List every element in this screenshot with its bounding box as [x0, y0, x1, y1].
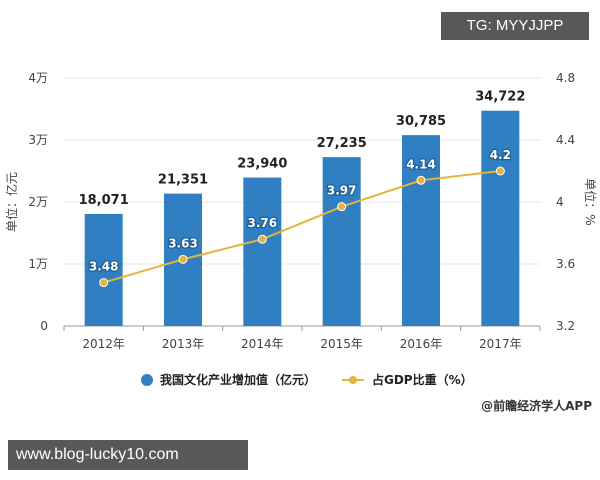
y-axis-label: 单位：亿元 [4, 172, 19, 232]
line-series: 3.48 3.63 3.76 3.97 4.14 4.2 [88, 147, 512, 288]
line-point [99, 278, 109, 288]
line-point [337, 202, 347, 212]
legend-label-line: 占GDP比重（%） [372, 372, 473, 387]
y-tick-label: 1万 [28, 257, 48, 271]
y-tick-label: 2万 [28, 195, 48, 209]
line-value-label: 3.63 [168, 236, 198, 250]
line-path [103, 170, 501, 284]
grid-lines [64, 77, 540, 327]
line-value-label: 4.14 [406, 157, 436, 171]
x-tick-label: 2017年 [479, 337, 522, 351]
y-tick-label: 4万 [28, 71, 48, 85]
bar-value-label: 18,071 [79, 193, 129, 208]
line-value-label: 3.97 [327, 184, 357, 198]
legend-marker-line-dot [349, 376, 357, 384]
source-label: @前瞻经济学人APP [481, 398, 592, 413]
bar-value-label: 23,940 [237, 157, 287, 172]
bar-value-label: 27,235 [317, 136, 367, 151]
y2-tick-label: 4.4 [556, 133, 575, 147]
line-value-label: 4.2 [490, 148, 511, 162]
legend-marker-bar [141, 374, 153, 386]
bar-value-label: 30,785 [396, 114, 446, 129]
bar [84, 213, 123, 326]
x-tick-label: 2013年 [162, 337, 205, 351]
axes: 0 1万 2万 3万 4万 3.2 3.6 4 4.4 4.8 单位：亿元 单位：% 2012年 2013… [4, 71, 598, 351]
bar [322, 157, 361, 326]
legend-label-bar: 我国文化产业增加值（亿元） [160, 372, 316, 387]
line-point [416, 175, 426, 185]
watermark-site: www.blog-lucky10.com [8, 440, 248, 470]
line-value-label: 3.48 [89, 260, 119, 274]
x-tick-label: 2012年 [82, 337, 125, 351]
line-point [257, 234, 267, 244]
bar-value-label: 21,351 [158, 173, 208, 188]
y2-tick-label: 4 [556, 195, 564, 209]
y-tick-label: 0 [40, 319, 48, 333]
bar-value-label: 34,722 [475, 90, 525, 105]
bar [243, 177, 282, 326]
x-tick-label: 2015年 [320, 337, 363, 351]
line-point [495, 166, 505, 176]
x-tick-label: 2016年 [400, 337, 443, 351]
y2-tick-label: 3.6 [556, 257, 575, 271]
x-tick-label: 2014年 [241, 337, 284, 351]
line-point [178, 254, 188, 264]
y2-axis-label: 单位：% [583, 178, 598, 225]
legend: 我国文化产业增加值（亿元） 占GDP比重（%） [141, 372, 473, 387]
bar [402, 135, 440, 326]
y-tick-label: 3万 [28, 133, 48, 147]
bar [481, 110, 520, 326]
bar-series: 18,071 21,351 23,940 27,235 30,785 34,722 [79, 90, 525, 326]
y2-tick-label: 4.8 [556, 71, 575, 85]
y2-tick-label: 3.2 [556, 319, 575, 333]
line-value-label: 3.76 [248, 216, 278, 230]
watermark-tag: TG: MYYJJPP [441, 12, 589, 40]
